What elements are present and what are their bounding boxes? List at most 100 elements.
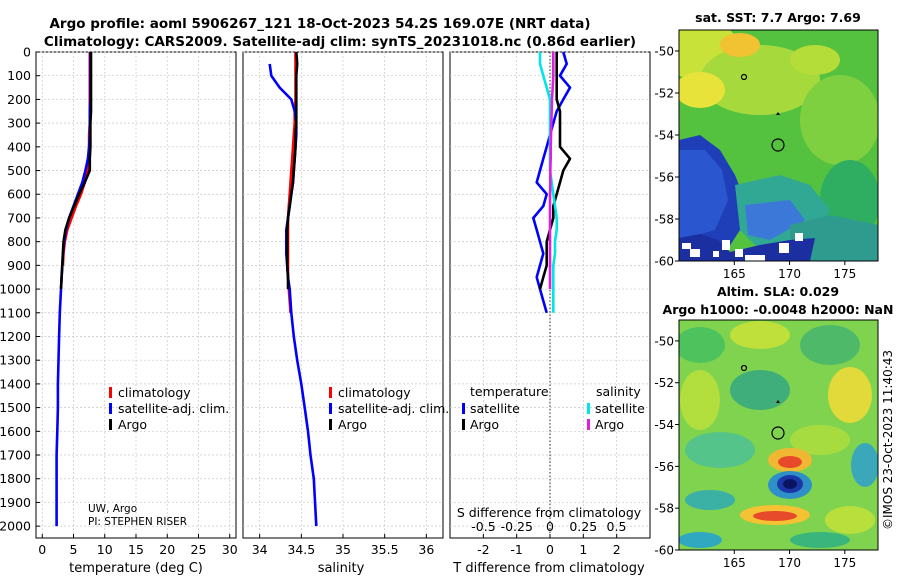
map-ytick-label: -54 (654, 418, 674, 432)
depth-tick-label: 1900 (0, 495, 31, 510)
depth-tick-label: 0 (23, 45, 31, 60)
xtick-label: 5 (70, 542, 78, 557)
legend-marker-temp-argo (462, 419, 465, 430)
legend-label-sal-satellite: satellite (595, 401, 645, 416)
legend-marker-temp-satellite (462, 403, 465, 414)
legend-label-temp-argo: Argo (470, 417, 499, 432)
t-difference-label: T difference from climatology (452, 561, 645, 576)
legend-label-argo: Argo (118, 417, 147, 432)
legend-marker-satellite (329, 403, 332, 414)
map-xtick-label: 170 (778, 267, 801, 281)
sst-map-frame (678, 29, 879, 262)
difference-legend: temperature satellite Argo salinity sate… (462, 384, 645, 432)
sla-map-frame (678, 319, 879, 551)
salinity-xticks: 34 34.5 35 35.5 36 (252, 534, 434, 557)
depth-tick-label: 200 (7, 92, 31, 107)
salinity-grid (243, 51, 443, 538)
xtick-label: -2 (477, 542, 489, 557)
legend-marker-sal-argo (587, 419, 590, 430)
salinity-lines (268, 51, 318, 527)
imos-watermark: ©IMOS 23-Oct-2023 11:40:43 (881, 350, 895, 530)
legend-label-climatology: climatology (118, 385, 191, 400)
xtick-label: 2 (613, 542, 621, 557)
depth-tick-label: 1600 (0, 424, 31, 439)
map-ytick-label: -52 (654, 376, 674, 390)
legend-label-climatology: climatology (338, 385, 411, 400)
argo-position-marker (771, 426, 785, 440)
legend-marker-satellite (109, 403, 112, 414)
xtick-label: 25 (191, 542, 207, 557)
map-ytick-label: -58 (654, 502, 674, 516)
xtick-label: 1 (579, 542, 587, 557)
legend-label-temp-satellite: satellite (470, 401, 520, 416)
sst-map-image (679, 30, 878, 261)
depth-tick-label: 800 (7, 234, 31, 249)
map-xtick-label: 165 (723, 267, 746, 281)
sst-map-yticks: -50 -52 -54 -56 -58 -60 (654, 45, 679, 269)
xtick-label: 35 (335, 542, 351, 557)
map-xtick-label: 170 (778, 556, 801, 570)
xtick-label: -1 (510, 542, 522, 557)
depth-tick-label: 100 (7, 68, 31, 83)
map-xtick-label: 165 (723, 556, 746, 570)
difference-xticks: -2 -1 0 1 2 (477, 534, 621, 557)
map-xtick-label: 175 (833, 556, 856, 570)
legend-marker-climatology (109, 387, 112, 398)
temperature-panel: 0 5 10 15 20 25 30 0 100 200 300 400 500 600 700 800 90… (0, 45, 454, 576)
map-ytick-label: -56 (654, 171, 674, 185)
depth-tick-label: 700 (7, 210, 31, 225)
title-line-2: Climatology: CARS2009. Satellite-adj cli… (44, 34, 636, 50)
s-difference-tick-label: 0.25 (569, 519, 597, 534)
series-temperature-argo (538, 52, 572, 290)
series-temperature-satellite (531, 51, 572, 314)
map-ytick-label: -56 (654, 460, 674, 474)
map-marker (776, 112, 780, 115)
xtick-label: 35.5 (371, 542, 399, 557)
depth-tick-label: 900 (7, 258, 31, 273)
depth-tick-label: 1000 (0, 282, 31, 297)
map-xtick-label: 175 (833, 267, 856, 281)
xtick-label: 34.5 (287, 542, 315, 557)
series-salinity-satellite (538, 52, 559, 313)
series-salinity-argo (548, 52, 555, 290)
series-argo (59, 52, 93, 290)
sst-map-xticks: 165 170 175 (723, 261, 856, 281)
xtick-label: 36 (418, 542, 434, 557)
salinity-legend: climatology satellite-adj. clim. Argo (329, 385, 449, 432)
temperature-grid (36, 51, 236, 538)
salinity-difference-ticks: -0.5 -0.25 0 0.25 0.5 (471, 519, 626, 534)
sla-map-xticks: 165 170 175 (723, 550, 856, 570)
legend-label-satellite: satellite-adj. clim. (338, 401, 449, 416)
xtick-label: 10 (97, 542, 113, 557)
depth-tick-label: 500 (7, 163, 31, 178)
map-marker (740, 73, 748, 81)
legend-marker-climatology (329, 387, 332, 398)
sst-map: sat. SST: 7.7 Argo: 7.69 (654, 10, 879, 281)
sla-map-title-2: Argo h1000: -0.0048 h2000: NaN (663, 302, 894, 317)
xtick-label: 34 (252, 542, 268, 557)
map-ytick-label: -52 (654, 87, 674, 101)
s-difference-tick-label: -0.25 (501, 519, 533, 534)
legend-marker-sal-satellite (587, 403, 590, 414)
xtick-label: 20 (159, 542, 175, 557)
xtick-label: 0 (546, 542, 554, 557)
depth-tick-label: 2000 (0, 519, 31, 534)
xtick-label: 0 (38, 542, 46, 557)
sla-map-image (679, 320, 878, 550)
credit-line-2: PI: STEPHEN RISER (88, 516, 187, 528)
map-ytick-label: -50 (654, 334, 674, 348)
map-ytick-label: -54 (654, 129, 674, 143)
temperature-lines (55, 52, 93, 527)
depth-tick-label: 1100 (0, 305, 31, 320)
depth-tick-label: 400 (7, 139, 31, 154)
depth-tick-label: 1400 (0, 376, 31, 391)
series-argo (285, 51, 299, 290)
sla-map-title-1: Altim. SLA: 0.029 (717, 284, 839, 299)
depth-tick-label: 1500 (0, 400, 31, 415)
legend-label-argo: Argo (338, 417, 367, 432)
xtick-label: 30 (222, 542, 238, 557)
difference-lines (531, 51, 572, 314)
temperature-legend: climatology satellite-adj. clim. Argo (109, 385, 229, 432)
legend-marker-argo (109, 419, 112, 430)
map-ytick-label: -60 (654, 544, 674, 558)
